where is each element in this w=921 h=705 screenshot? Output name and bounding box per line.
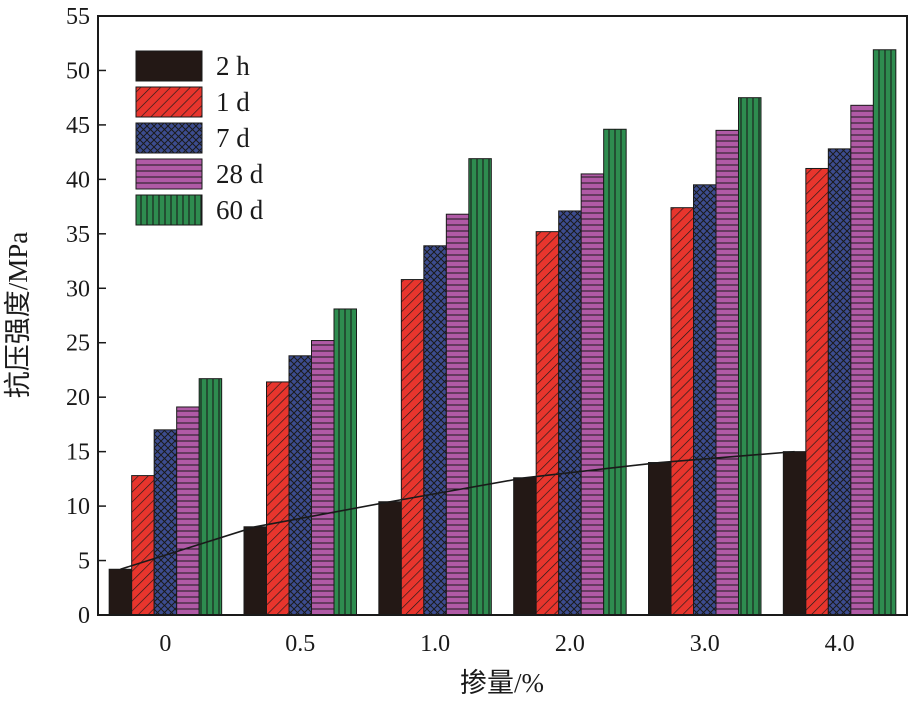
- y-tick-label: 55: [66, 4, 90, 30]
- legend-swatch-2h: [135, 50, 203, 82]
- x-tick-label: 2.0: [555, 631, 585, 657]
- bar-7d-0_5: [288, 355, 312, 616]
- bar-7d-4_0: [827, 148, 852, 616]
- bar-1d-2_0: [535, 231, 560, 616]
- bar-7d-3_0: [693, 184, 717, 616]
- bar-7d-0: [153, 429, 178, 616]
- x-tick-label: 0: [159, 631, 171, 657]
- bar-28d-2_0: [580, 173, 605, 616]
- legend-swatch-7d: [135, 122, 203, 154]
- bar-1d-3_0: [670, 207, 694, 616]
- y-tick-label: 30: [66, 276, 90, 302]
- bar-2h-1_0: [378, 501, 402, 616]
- y-axis-title: 抗压强度/MPa: [3, 232, 33, 399]
- bar-7d-2_0: [558, 210, 582, 616]
- bars-layer: [108, 49, 897, 616]
- bar-28d-4_0: [850, 104, 874, 616]
- legend-swatch-1d: [135, 86, 203, 118]
- x-tick-label: 3.0: [690, 631, 720, 657]
- bar-2h-2_0: [513, 477, 537, 616]
- bar-2h-3_0: [648, 462, 672, 616]
- legend-label-2h: 2 h: [216, 51, 250, 81]
- y-tick-label: 15: [66, 440, 90, 466]
- legend: 2 h 1 d 7 d 28 d 60 d: [135, 50, 264, 226]
- x-tick-label: 1.0: [420, 631, 450, 657]
- bar-28d-0: [176, 406, 200, 616]
- y-tick-label: 40: [66, 167, 90, 193]
- bar-60d-0: [198, 378, 223, 616]
- bar-7d-1_0: [423, 245, 447, 616]
- y-tick-label: 35: [66, 222, 90, 248]
- legend-label-7d: 7 d: [216, 123, 250, 153]
- y-tick-label: 50: [66, 58, 90, 84]
- legend-swatch-28d: [135, 158, 203, 190]
- bar-1d-0: [131, 475, 155, 616]
- y-tick-label: 0: [78, 603, 90, 629]
- bar-1d-4_0: [805, 167, 829, 616]
- bar-60d-4_0: [872, 49, 897, 616]
- y-axis: 0 5 10 15 20 25 30 35 40 45 50 55: [66, 4, 106, 629]
- bar-2h-4_0: [782, 451, 807, 616]
- bar-28d-1_0: [445, 213, 470, 616]
- bar-28d-0_5: [311, 340, 335, 616]
- x-tick-label: 0.5: [285, 631, 315, 657]
- bar-60d-3_0: [738, 97, 762, 616]
- bar-60d-0_5: [333, 308, 357, 616]
- y-tick-label: 25: [66, 331, 90, 357]
- bar-60d-2_0: [603, 128, 627, 616]
- legend-label-28d: 28 d: [216, 159, 264, 189]
- bar-1d-0_5: [266, 381, 290, 616]
- y-tick-label: 10: [66, 494, 90, 520]
- x-tick-label: 4.0: [825, 631, 855, 657]
- bar-2h-0_5: [243, 526, 267, 616]
- bar-60d-1_0: [468, 158, 492, 616]
- bar-2h-0: [108, 568, 133, 616]
- x-axis: 0 0.5 1.0 2.0 3.0 4.0: [159, 631, 854, 657]
- plot-frame: [97, 15, 908, 616]
- y-tick-label: 45: [66, 113, 90, 139]
- legend-label-1d: 1 d: [216, 87, 250, 117]
- bar-28d-3_0: [715, 129, 739, 616]
- legend-swatch-60d: [135, 194, 203, 226]
- bar-1d-1_0: [400, 279, 425, 616]
- y-tick-label: 5: [78, 549, 90, 575]
- trend-line-2h: [120, 450, 795, 571]
- x-axis-title: 掺量/%: [460, 668, 544, 698]
- y-tick-label: 20: [66, 385, 90, 411]
- legend-label-60d: 60 d: [216, 195, 264, 225]
